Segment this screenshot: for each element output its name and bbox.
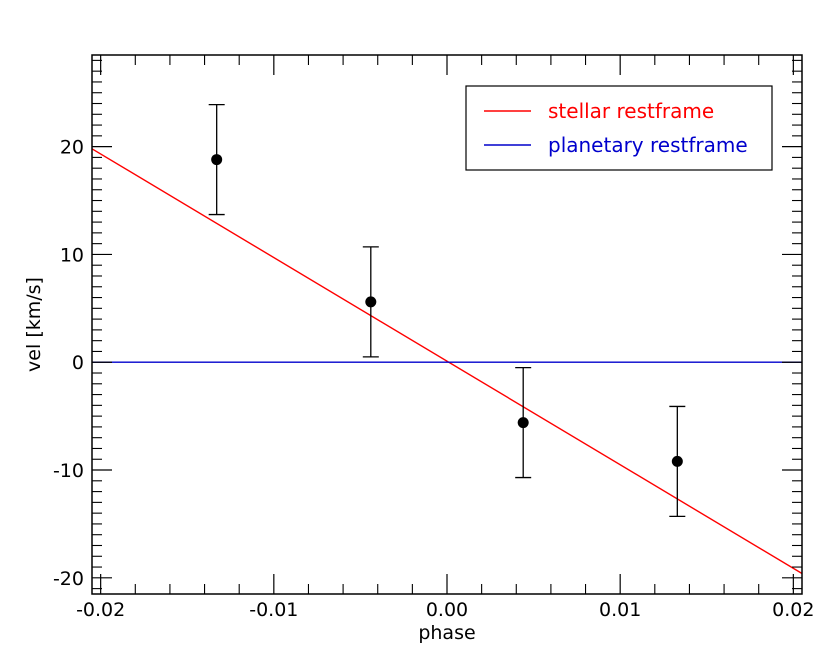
data-point [671, 455, 683, 467]
x-tick-label: 0.02 [772, 599, 814, 621]
data-point [365, 296, 377, 308]
ticks-layer [92, 55, 802, 594]
points-layer [208, 103, 686, 518]
y-axis-label: vel [km/s] [23, 277, 45, 372]
x-tick-label: 0.00 [426, 599, 468, 621]
y-tick-label: 0 [72, 352, 84, 374]
legend: stellar restframe planetary restframe [465, 85, 773, 171]
legend-box [465, 85, 773, 171]
y-tick-label: 20 [60, 137, 84, 159]
x-tick-label: -0.01 [249, 599, 298, 621]
data-point [517, 417, 529, 429]
x-axis-label: phase [418, 622, 475, 644]
x-tick-label: 0.01 [599, 599, 641, 621]
series-line-stellar-restframe [91, 148, 803, 575]
series-layer [91, 148, 803, 575]
tick-labels-layer: -0.02 -0.01 0.00 0.01 0.02 -20 -10 0 10 20 [53, 137, 815, 621]
legend-label-stellar-restframe: stellar restframe [548, 99, 714, 123]
legend-label-planetary-restframe: planetary restframe [548, 133, 748, 157]
y-tick-label: -10 [53, 460, 84, 482]
y-tick-label: 10 [60, 244, 84, 266]
y-tick-label: -20 [53, 568, 84, 590]
data-point [211, 154, 223, 166]
x-tick-label: -0.02 [76, 599, 125, 621]
